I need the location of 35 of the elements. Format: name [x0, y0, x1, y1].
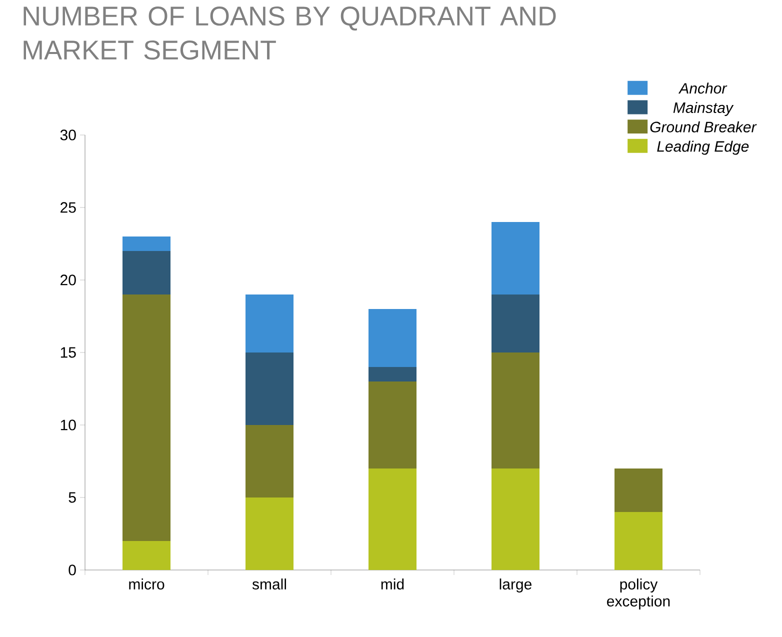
legend-label: Mainstay [673, 102, 734, 116]
bar [246, 352, 294, 425]
bar [246, 424, 294, 498]
y-tick-label: 25 [60, 202, 76, 213]
y-tick-label: 15 [60, 347, 76, 358]
bar [246, 294, 294, 352]
bar [492, 352, 540, 468]
y-tick-label: 10 [60, 420, 76, 430]
bar [492, 468, 540, 570]
bar [246, 497, 294, 570]
bar [492, 294, 540, 352]
bar [122, 250, 171, 294]
legend-label: Anchor [678, 82, 728, 94]
bar [368, 468, 417, 570]
x-tick-label: large [500, 578, 532, 592]
x-tick-label: mid [381, 578, 404, 590]
bar [368, 381, 417, 468]
bar [368, 366, 417, 382]
bar [122, 540, 171, 570]
y-tick-label: 5 [68, 492, 76, 503]
x-tick-label: small [252, 578, 286, 590]
legend-label: Leading Edge [657, 140, 749, 155]
legend-label: Ground Breaker [650, 121, 757, 132]
bar [368, 308, 417, 367]
chart-title: NUMBER OF LOANS BY QUADRANT AND MARKET SEGMENT [24, 6, 556, 60]
y-tick-label: 0 [68, 564, 76, 576]
bar [614, 468, 662, 512]
x-tick-label: micro [129, 578, 164, 590]
bar [492, 222, 540, 294]
bar [122, 236, 171, 251]
y-tick-label: 30 [60, 130, 76, 140]
x-tick-label: policy exception [607, 578, 670, 610]
bar [122, 294, 171, 541]
y-tick-label: 20 [60, 274, 76, 286]
bar [614, 512, 662, 570]
